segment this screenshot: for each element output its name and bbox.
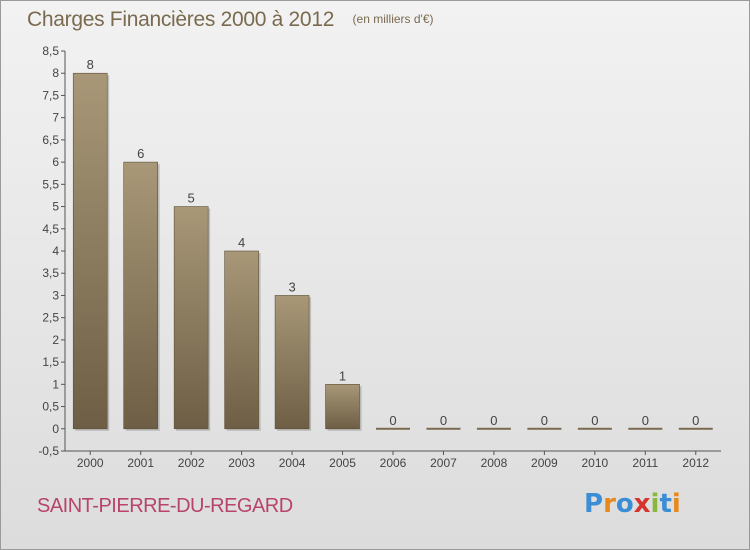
y-tick-label: -0,5 xyxy=(38,444,59,458)
data-label: 3 xyxy=(288,279,295,294)
bar xyxy=(325,384,360,430)
bar xyxy=(527,427,562,430)
x-tick-label: 2007 xyxy=(430,456,457,470)
bar xyxy=(628,427,663,430)
x-tick-label: 2012 xyxy=(682,456,709,470)
logo-letter: i xyxy=(650,489,660,519)
x-axis-ticks: 2000 2001 2002 2003 2004 2005 2006 2007 2008 2009… xyxy=(77,451,709,470)
x-tick-label: 2011 xyxy=(632,456,658,470)
bar xyxy=(577,427,612,430)
x-tick-label: 2005 xyxy=(329,456,356,470)
data-label: 0 xyxy=(490,413,497,428)
title-row: Charges Financières 2000 à 2012 (en mill… xyxy=(27,8,434,32)
x-tick-label: 2006 xyxy=(380,456,407,470)
x-tick-label: 2001 xyxy=(127,456,154,470)
data-label: 0 xyxy=(642,413,649,428)
y-tick-label: 7,5 xyxy=(42,88,59,102)
bar xyxy=(274,295,310,430)
bar xyxy=(376,427,410,430)
data-label: 0 xyxy=(440,413,447,428)
y-tick-label: 8 xyxy=(52,66,59,80)
logo-letter: P xyxy=(584,489,604,519)
logo-letter: x xyxy=(633,489,651,519)
y-tick-label: 1 xyxy=(52,377,59,391)
y-tick-label: 2 xyxy=(52,333,59,347)
axes xyxy=(64,51,721,452)
x-tick-label: 2002 xyxy=(178,456,205,470)
chart-subtitle: (en milliers d'€) xyxy=(352,12,434,26)
y-tick-label: 2,5 xyxy=(42,311,59,325)
x-tick-label: 2003 xyxy=(228,456,255,470)
logo-letter: r xyxy=(603,489,616,519)
y-tick-label: 5 xyxy=(52,200,59,214)
y-tick-label: 6 xyxy=(52,155,59,169)
y-tick-label: 1,5 xyxy=(42,355,59,369)
y-tick-label: 8,5 xyxy=(42,44,59,58)
data-label: 0 xyxy=(541,413,548,428)
bar xyxy=(678,427,713,430)
y-axis-ticks: -0,5 0 0,5 1 1,5 2 2,5 3 3,5 4 4,5 5 5,5 6 6,5 7 7,5 8 8,5 xyxy=(38,44,65,458)
y-tick-label: 5,5 xyxy=(42,177,59,191)
x-tick-label: 2010 xyxy=(581,456,608,470)
data-label: 6 xyxy=(137,146,144,161)
logo-letter: t xyxy=(659,489,672,519)
data-label: 0 xyxy=(591,413,598,428)
data-label: 4 xyxy=(238,235,245,250)
commune-name: SAINT-PIERRE-DU-REGARD xyxy=(37,495,293,517)
y-tick-label: 7 xyxy=(52,111,59,125)
x-tick-label: 2009 xyxy=(531,456,558,470)
data-label: 0 xyxy=(389,413,396,428)
data-label: 8 xyxy=(87,57,94,72)
data-label: 0 xyxy=(692,413,699,428)
y-tick-label: 3,5 xyxy=(42,266,59,280)
y-tick-label: 3 xyxy=(52,288,59,302)
logo-letter: i xyxy=(671,489,681,519)
data-label: 1 xyxy=(339,368,346,383)
bars xyxy=(72,72,713,431)
data-labels: 8 6 5 4 3 1 0 0 0 0 0 0 0 xyxy=(87,57,700,428)
chart-title: Charges Financières 2000 à 2012 xyxy=(27,8,335,31)
y-tick-label: 0 xyxy=(52,422,59,436)
y-tick-label: 6,5 xyxy=(42,133,59,147)
logo-letter: o xyxy=(615,489,634,519)
bar xyxy=(476,427,511,430)
y-tick-label: 4 xyxy=(52,244,59,258)
bar xyxy=(123,161,158,430)
bar xyxy=(224,250,259,430)
y-tick-label: 0,5 xyxy=(42,400,59,414)
data-label: 5 xyxy=(188,191,195,206)
x-tick-label: 2004 xyxy=(279,456,306,470)
x-tick-label: 2008 xyxy=(481,456,508,470)
y-tick-label: 4,5 xyxy=(42,222,59,236)
bar xyxy=(72,72,108,430)
proxiti-logo[interactable]: Proxiti xyxy=(584,489,681,519)
bar xyxy=(426,427,461,430)
bar xyxy=(173,206,209,430)
x-tick-label: 2000 xyxy=(77,456,104,470)
